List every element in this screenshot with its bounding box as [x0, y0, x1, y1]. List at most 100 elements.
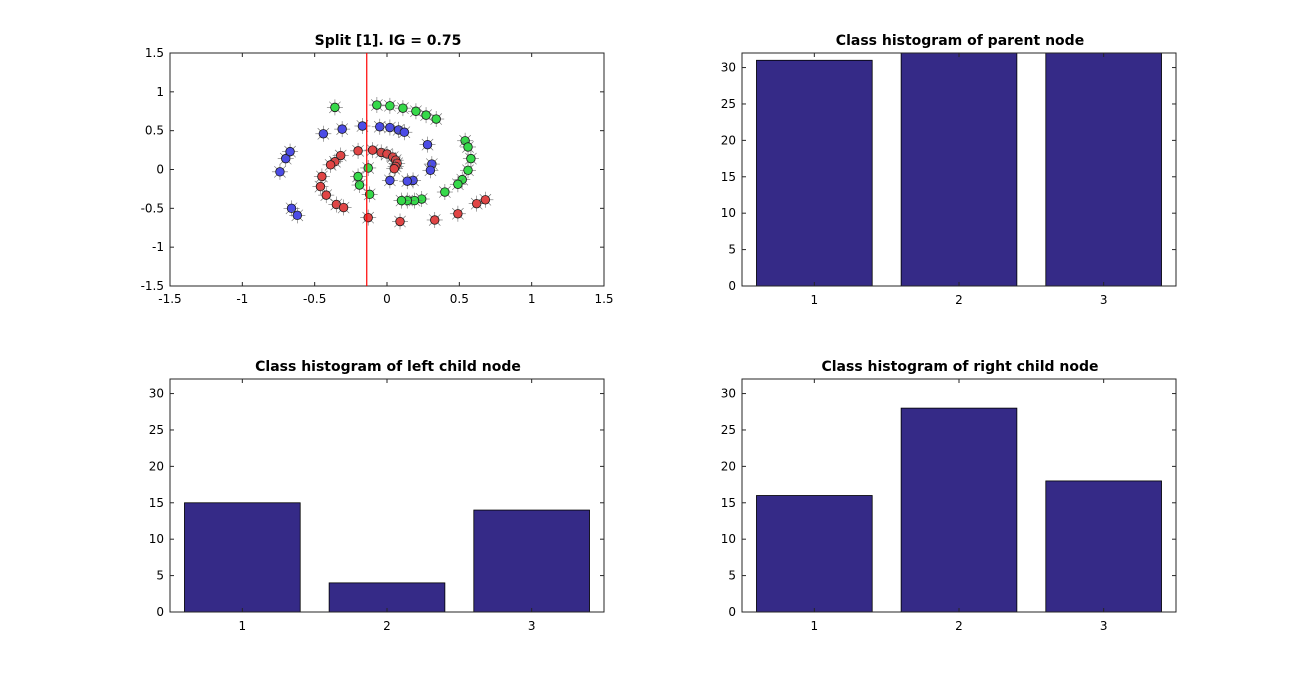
- parent-node-histogram: Class histogram of parent node 0 5 10 15 20 2…: [721, 33, 1177, 307]
- x-tick-label: 0: [383, 292, 391, 306]
- bar-class-1: [184, 502, 301, 613]
- data-point-class-3: [477, 191, 494, 208]
- data-point-class-1: [354, 118, 371, 135]
- y-tick-label: 15: [149, 496, 164, 510]
- data-point-class-3: [449, 205, 466, 222]
- y-tick-label: 10: [721, 206, 736, 220]
- data-point-class-2: [350, 168, 367, 185]
- x-tick-label: 1: [811, 619, 819, 633]
- data-point-class-3: [364, 142, 381, 159]
- data-point-class-3: [322, 156, 339, 173]
- data-point-class-2: [436, 184, 453, 201]
- data-point-class-2: [460, 162, 477, 179]
- bar-axes-border: [169, 378, 605, 613]
- data-point-class-1: [282, 143, 299, 160]
- x-tick-label: 1: [811, 293, 819, 307]
- bar-class-1: [756, 59, 873, 287]
- x-tick-label: 2: [955, 293, 963, 307]
- data-point-class-2: [460, 138, 477, 155]
- x-tick-label: 1: [239, 619, 247, 633]
- bar-axes-border: [741, 378, 1177, 613]
- y-tick-label: 0: [728, 279, 736, 293]
- left-child-histogram: Class histogram of left child node 0 5 10 1…: [149, 359, 605, 633]
- data-point-class-2: [394, 100, 411, 117]
- data-point-class-2: [449, 176, 466, 193]
- data-point-class-3: [360, 209, 377, 226]
- data-point-class-1: [399, 173, 416, 190]
- bar-class-2: [900, 52, 1018, 287]
- y-tick-label: 0: [728, 605, 736, 619]
- right-child-histogram-title: Class histogram of right child node: [821, 359, 1098, 375]
- data-point-class-3: [392, 213, 409, 230]
- y-tick-label: 5: [156, 569, 164, 583]
- data-point-class-2: [462, 150, 479, 167]
- y-tick-label: 30: [721, 387, 736, 401]
- y-tick-label: 20: [721, 133, 736, 147]
- parent-histogram-title: Class histogram of parent node: [836, 33, 1084, 49]
- data-point-class-3: [318, 187, 335, 204]
- data-point-class-2: [418, 107, 435, 124]
- data-point-class-3: [386, 160, 403, 177]
- y-tick-label: 0: [156, 163, 164, 177]
- data-point-class-1: [334, 121, 351, 138]
- x-tick-label: -1.5: [158, 292, 181, 306]
- y-tick-label: 0.5: [145, 124, 164, 138]
- data-point-class-2: [360, 159, 377, 176]
- bar-class-1: [756, 495, 873, 613]
- data-point-class-2: [326, 99, 343, 116]
- bar-class-2: [328, 582, 446, 613]
- x-tick-label: 2: [383, 619, 391, 633]
- y-tick-label: 15: [721, 170, 736, 184]
- y-tick-label: 30: [149, 387, 164, 401]
- data-point-class-3: [350, 142, 367, 159]
- data-point-class-2: [407, 103, 424, 120]
- data-point-class-3: [335, 199, 352, 216]
- y-tick-label: -0.5: [141, 201, 164, 215]
- y-tick-label: 5: [728, 243, 736, 257]
- x-tick-label: 3: [1100, 619, 1108, 633]
- bar-class-2: [900, 407, 1018, 613]
- x-tick-label: 3: [528, 619, 536, 633]
- y-tick-label: 30: [721, 61, 736, 75]
- y-tick-label: 15: [721, 496, 736, 510]
- data-point-class-1: [289, 207, 306, 224]
- data-point-class-2: [368, 97, 385, 114]
- bar-axes-border: [741, 52, 1177, 287]
- y-tick-label: 25: [721, 423, 736, 437]
- scatter-axes-box: [169, 52, 605, 287]
- y-tick-label: 0: [156, 605, 164, 619]
- left-child-histogram-title: Class histogram of left child node: [255, 359, 521, 375]
- x-tick-label: -0.5: [303, 292, 326, 306]
- data-point-class-3: [332, 147, 349, 164]
- y-tick-label: 10: [721, 532, 736, 546]
- y-tick-label: 10: [149, 532, 164, 546]
- y-tick-label: 25: [721, 97, 736, 111]
- data-point-class-1: [271, 163, 288, 180]
- y-tick-label: -1.5: [141, 279, 164, 293]
- data-point-class-1: [422, 162, 439, 179]
- data-point-class-1: [381, 172, 398, 189]
- data-point-class-2: [393, 192, 410, 209]
- bar-class-3: [473, 509, 590, 613]
- data-point-class-1: [315, 125, 332, 142]
- x-tick-label: 1.5: [594, 292, 613, 306]
- data-point-class-1: [419, 136, 436, 153]
- y-tick-label: 5: [728, 569, 736, 583]
- scatter-split-plot: Split [1]. IG = 0.75 -1.5 -1 -0.5 0 0.5 1 1.5 -…: [141, 33, 614, 306]
- y-tick-label: 20: [721, 459, 736, 473]
- x-tick-label: 0.5: [450, 292, 469, 306]
- y-tick-label: 1.5: [145, 46, 164, 60]
- y-tick-label: -1: [152, 240, 164, 254]
- y-tick-label: 25: [149, 423, 164, 437]
- x-tick-label: -1: [236, 292, 248, 306]
- data-point-class-2: [381, 97, 398, 114]
- data-point-class-2: [361, 186, 378, 203]
- data-point-class-1: [396, 124, 413, 141]
- y-tick-label: 20: [149, 459, 164, 473]
- scatter-title: Split [1]. IG = 0.75: [315, 33, 462, 49]
- x-tick-label: 1: [528, 292, 536, 306]
- data-point-class-3: [426, 211, 443, 228]
- data-point-class-2: [428, 111, 445, 128]
- x-tick-label: 2: [955, 619, 963, 633]
